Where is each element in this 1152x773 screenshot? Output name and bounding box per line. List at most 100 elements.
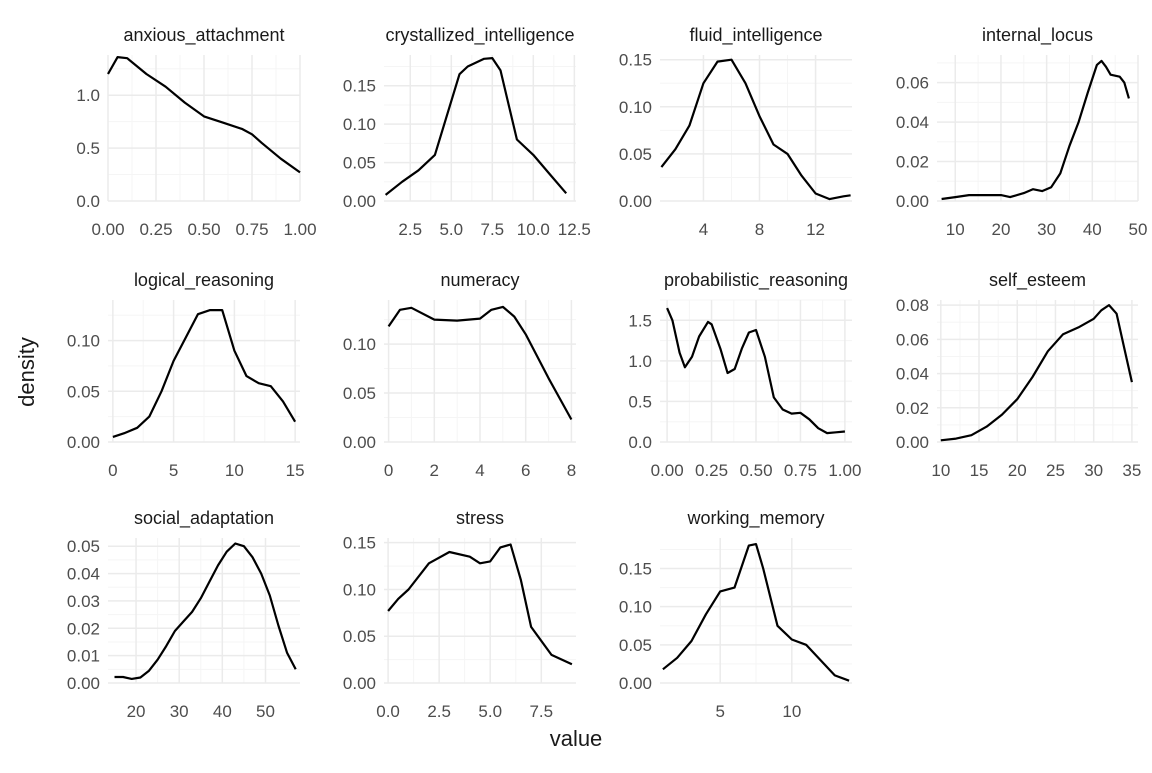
x-tick-label: 12.5	[558, 220, 591, 239]
density-line-numeracy	[387, 305, 573, 421]
y-tick-label: 0.02	[896, 399, 929, 418]
x-tick-label: 0.00	[91, 220, 124, 239]
x-tick-label: 40	[213, 702, 232, 721]
facet-strip-label: logical_reasoning	[134, 270, 274, 291]
y-tick-label: 0.10	[343, 335, 376, 354]
y-axis-title: density	[14, 337, 39, 407]
y-tick-label: 0.0	[76, 192, 100, 211]
x-tick-label: 8	[755, 220, 764, 239]
y-tick-label: 0.00	[619, 192, 652, 211]
density-line-fluid_intelligence	[660, 58, 851, 201]
y-tick-label: 0.05	[343, 384, 376, 403]
density-line-internal_locus	[941, 59, 1130, 201]
x-tick-label: 35	[1122, 461, 1141, 480]
x-tick-label: 15	[970, 461, 989, 480]
density-line-working_memory	[662, 543, 850, 682]
y-tick-label: 0.00	[343, 674, 376, 693]
x-tick-label: 30	[1037, 220, 1056, 239]
x-tick-label: 0.50	[739, 461, 772, 480]
x-tick-label: 0.75	[235, 220, 268, 239]
facet-strip-label: social_adaptation	[134, 508, 274, 529]
facet-strip-label: probabilistic_reasoning	[664, 270, 848, 291]
x-tick-label: 0.25	[139, 220, 172, 239]
y-tick-label: 0.08	[896, 296, 929, 315]
x-tick-label: 10	[782, 702, 801, 721]
facet-strip-label: fluid_intelligence	[689, 25, 822, 46]
y-tick-label: 0.05	[67, 537, 100, 556]
x-tick-label: 2	[430, 461, 439, 480]
x-tick-label: 10	[931, 461, 950, 480]
density-line-probabilistic_reasoning	[666, 307, 845, 435]
y-tick-label: 0.00	[619, 674, 652, 693]
x-tick-label: 50	[256, 702, 275, 721]
x-tick-label: 0.00	[651, 461, 684, 480]
y-tick-label: 0.05	[343, 154, 376, 173]
y-tick-label: 0.02	[67, 619, 100, 638]
x-tick-label: 40	[1083, 220, 1102, 239]
y-tick-label: 0.06	[896, 330, 929, 349]
x-tick-label: 0.25	[695, 461, 728, 480]
y-tick-label: 0.03	[67, 592, 100, 611]
x-tick-label: 20	[1008, 461, 1027, 480]
y-tick-label: 0.10	[343, 115, 376, 134]
y-tick-label: 0.15	[619, 51, 652, 70]
y-tick-label: 0.05	[343, 627, 376, 646]
y-tick-label: 0.5	[76, 139, 100, 158]
x-tick-label: 1.00	[283, 220, 316, 239]
facet-strip-label: crystallized_intelligence	[385, 25, 574, 46]
y-tick-label: 0.04	[896, 365, 929, 384]
x-tick-label: 0.0	[376, 702, 400, 721]
x-tick-label: 20	[127, 702, 146, 721]
x-tick-label: 5.0	[439, 220, 463, 239]
y-tick-label: 0.00	[896, 433, 929, 452]
y-tick-label: 0.05	[67, 382, 100, 401]
x-tick-label: 7.5	[480, 220, 504, 239]
density-line-social_adaptation	[114, 542, 297, 680]
y-tick-label: 0.04	[896, 113, 929, 132]
x-tick-label: 30	[170, 702, 189, 721]
x-tick-label: 2.5	[427, 702, 451, 721]
y-tick-label: 0.00	[343, 192, 376, 211]
facet-strip-label: internal_locus	[982, 25, 1093, 46]
density-line-logical_reasoning	[112, 309, 297, 438]
x-tick-label: 50	[1129, 220, 1148, 239]
x-tick-label: 7.5	[529, 702, 553, 721]
y-tick-label: 0.5	[628, 392, 652, 411]
y-tick-label: 1.0	[628, 352, 652, 371]
x-tick-label: 6	[521, 461, 530, 480]
x-tick-label: 4	[475, 461, 484, 480]
facet-strip-label: numeracy	[440, 270, 519, 290]
y-tick-label: 1.5	[628, 311, 652, 330]
facet-strip-label: working_memory	[686, 508, 824, 529]
x-tick-label: 10	[225, 461, 244, 480]
y-tick-label: 0.10	[343, 580, 376, 599]
y-tick-label: 0.10	[619, 598, 652, 617]
x-tick-label: 8	[567, 461, 576, 480]
y-tick-label: 0.15	[343, 77, 376, 96]
x-tick-label: 2.5	[398, 220, 422, 239]
y-tick-label: 0.10	[67, 332, 100, 351]
x-tick-label: 0.75	[784, 461, 817, 480]
x-tick-label: 10.0	[517, 220, 550, 239]
y-tick-label: 0.02	[896, 153, 929, 172]
density-line-anxious_attachment	[107, 56, 301, 174]
density-line-stress	[387, 543, 573, 666]
density-line-crystallized_intelligence	[384, 57, 568, 196]
y-tick-label: 0.15	[619, 560, 652, 579]
y-tick-label: 1.0	[76, 86, 100, 105]
x-tick-label: 20	[991, 220, 1010, 239]
x-tick-label: 5	[715, 702, 724, 721]
density-line-self_esteem	[940, 304, 1133, 442]
y-tick-label: 0.00	[67, 674, 100, 693]
y-tick-label: 0.05	[619, 145, 652, 164]
facet-strip-label: anxious_attachment	[123, 25, 284, 46]
x-tick-label: 10	[946, 220, 965, 239]
y-tick-label: 0.10	[619, 98, 652, 117]
facet-strip-label: self_esteem	[989, 270, 1086, 291]
y-tick-label: 0.04	[67, 565, 100, 584]
x-tick-label: 0.50	[187, 220, 220, 239]
x-tick-label: 5.0	[478, 702, 502, 721]
y-tick-label: 0.00	[343, 433, 376, 452]
